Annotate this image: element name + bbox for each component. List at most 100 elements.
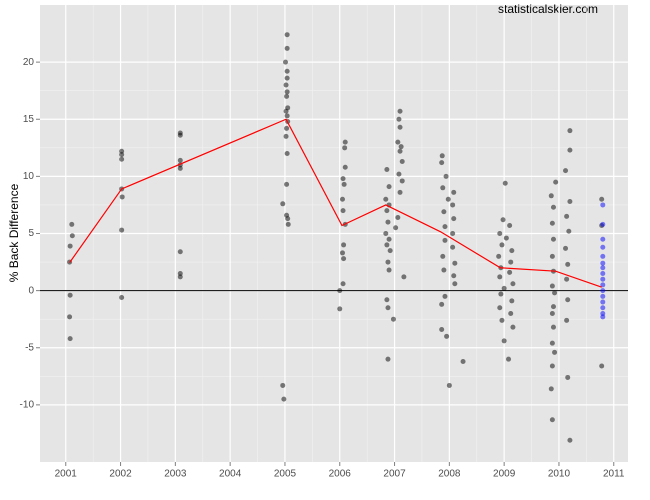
data-point [497,274,503,280]
data-point [340,208,346,214]
data-point [283,59,289,65]
data-point [564,213,570,219]
data-point [497,305,503,311]
data-point [284,125,290,131]
data-point [67,336,73,342]
data-point [600,276,606,282]
data-point [451,273,457,279]
data-point [383,231,389,236]
data-point [397,108,403,114]
data-point [397,124,403,130]
data-point [283,82,289,88]
y-tick-label: 15 [23,114,35,125]
data-point [386,236,392,242]
data-point [600,293,606,299]
data-point [549,340,555,346]
data-point [549,283,555,289]
data-point [341,256,347,262]
data-point [387,248,393,254]
data-point [499,242,505,248]
data-point [550,304,556,310]
data-point [497,231,503,236]
data-point [284,113,290,119]
data-point [177,132,183,138]
x-tick-label: 2004 [219,469,242,480]
data-point [337,288,343,294]
x-tick-label: 2011 [603,469,625,480]
data-point [337,306,343,312]
data-point [548,386,554,392]
y-tick-label: 5 [28,228,34,239]
data-point [548,193,554,199]
data-point [600,221,606,227]
data-point [549,220,555,226]
data-point [600,253,606,259]
data-point [567,199,573,205]
data-point [383,196,389,202]
data-point [397,148,403,154]
data-point [439,326,445,332]
data-point [284,151,290,157]
data-point [341,242,347,248]
data-point [443,173,449,179]
data-point [509,298,515,304]
data-point [442,224,448,230]
data-point [385,356,391,362]
data-point [284,93,290,99]
data-point [501,285,507,291]
data-point [442,293,448,299]
data-point [384,167,390,173]
data-point [567,147,573,153]
data-point [450,231,456,236]
data-point [444,333,450,339]
data-point [342,145,348,151]
data-point [401,274,407,280]
data-point [342,139,348,145]
data-point [599,196,605,202]
data-point [340,281,346,287]
x-tick-label: 2007 [383,469,406,480]
data-point [386,267,392,273]
data-point [550,236,556,242]
x-tick-label: 2009 [493,469,516,480]
data-point [119,227,125,233]
data-point [385,305,391,311]
data-point [67,292,73,298]
data-point [177,165,183,171]
x-tick-label: 2006 [329,469,352,480]
data-point [508,310,514,316]
data-point [450,202,456,208]
data-point [285,221,291,227]
data-point [600,282,606,288]
data-point [567,437,573,443]
data-point [439,301,445,307]
data-point [563,168,569,174]
data-point [500,217,506,223]
y-tick-label: -5 [25,342,34,353]
data-point [565,261,571,267]
data-point [565,297,571,303]
data-point [284,89,290,95]
data-point [177,270,183,276]
data-point [339,250,345,256]
trend-line [69,118,602,288]
data-point [549,417,555,423]
data-point [283,133,289,139]
data-point [600,305,606,311]
data-point [396,171,402,177]
x-tick-label: 2010 [548,469,571,480]
data-point [384,208,390,214]
data-point [284,75,290,81]
data-point [283,108,289,114]
data-point [397,189,403,195]
data-point [564,317,570,323]
data-point [439,160,445,166]
data-point [506,356,512,362]
data-point [280,382,286,388]
data-point [284,68,290,74]
data-point [442,237,448,243]
data-point [567,128,573,134]
x-tick-label: 2005 [274,469,297,480]
data-point [284,32,290,38]
